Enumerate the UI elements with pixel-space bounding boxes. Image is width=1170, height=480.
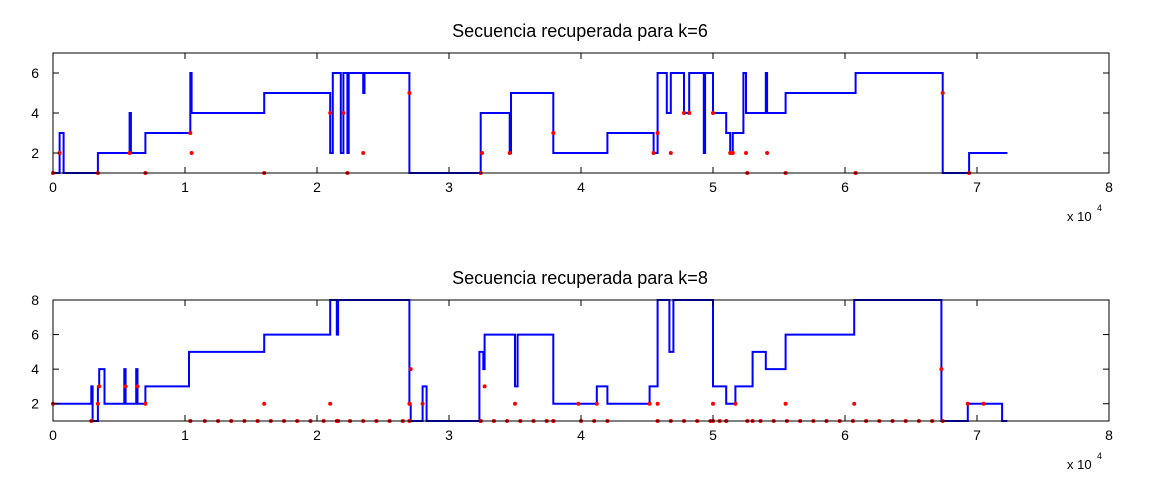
- data-point: [262, 401, 267, 406]
- data-point: [123, 384, 128, 389]
- x-tick-label: 5: [709, 427, 717, 443]
- y-tick-label: 4: [31, 361, 39, 377]
- x-tick-label: 7: [973, 179, 981, 195]
- data-point: [594, 401, 599, 406]
- y-tick-label: 4: [31, 105, 39, 121]
- x-tick-label: 3: [445, 427, 453, 443]
- series-line: [53, 299, 1008, 422]
- data-point: [965, 401, 970, 406]
- data-point: [551, 131, 556, 135]
- data-point: [513, 401, 517, 406]
- plot-title: Secuencia recuperada para k=8: [452, 268, 708, 288]
- tick-layer: 0 1 2 3 4 5 6 7 8 2 4 6: [31, 53, 1113, 195]
- data-point: [939, 367, 944, 372]
- data-point: [189, 151, 194, 155]
- series-line: [53, 72, 1008, 174]
- y-tick-label: 2: [31, 396, 39, 412]
- plot-title: Secuencia recuperada para k=6: [452, 21, 708, 41]
- plot-k8: Secuencia recuperada para k=8 0 1 2 3 4 5 6 7 8 2…: [31, 268, 1113, 472]
- data-point: [744, 151, 748, 155]
- x-tick-label: 0: [49, 427, 57, 443]
- x-tick-label: 5: [709, 179, 717, 195]
- data-point: [655, 401, 660, 406]
- data-point: [687, 111, 692, 115]
- data-point: [188, 131, 193, 135]
- data-layer: [51, 299, 1008, 423]
- data-point: [651, 151, 656, 155]
- x-multiplier: x 10: [1067, 209, 1092, 224]
- data-layer: [51, 72, 1008, 175]
- y-tick-label: 8: [31, 292, 39, 308]
- x-tick-label: 1: [181, 179, 189, 195]
- data-point: [127, 151, 132, 155]
- data-point: [480, 151, 484, 155]
- data-point: [576, 401, 581, 406]
- data-point: [407, 401, 412, 406]
- data-point: [733, 401, 738, 406]
- data-point: [341, 111, 346, 115]
- data-point: [507, 151, 512, 155]
- data-point: [711, 111, 715, 115]
- x-tick-label: 3: [445, 179, 453, 195]
- x-tick-label: 4: [577, 427, 585, 443]
- data-point: [361, 151, 366, 155]
- x-multiplier: x 10: [1067, 457, 1092, 472]
- data-point: [783, 401, 788, 406]
- plot-k6: Secuencia recuperada para k=6 0 1 2 3 4 5 6 7 8 2…: [31, 21, 1113, 224]
- data-point: [408, 367, 413, 372]
- data-point: [97, 384, 102, 389]
- data-point: [668, 151, 673, 155]
- data-point: [328, 401, 333, 406]
- data-point: [647, 401, 652, 406]
- data-point: [940, 91, 945, 95]
- x-tick-label: 4: [577, 179, 585, 195]
- data-point: [765, 151, 770, 155]
- data-point: [711, 401, 715, 406]
- x-multiplier-exponent: 4: [1097, 203, 1102, 213]
- y-tick-label: 6: [31, 327, 39, 343]
- data-point: [328, 111, 333, 115]
- y-tick-label: 2: [31, 145, 39, 161]
- x-tick-label: 8: [1105, 427, 1113, 443]
- data-point: [482, 384, 487, 389]
- y-tick-label: 6: [31, 65, 39, 81]
- data-point: [981, 401, 986, 406]
- data-point: [655, 131, 660, 135]
- x-tick-label: 7: [973, 427, 981, 443]
- data-point: [852, 401, 857, 406]
- data-point: [730, 151, 735, 155]
- x-tick-label: 8: [1105, 179, 1113, 195]
- data-point: [682, 111, 686, 115]
- x-tick-label: 2: [313, 427, 321, 443]
- x-tick-label: 1: [181, 427, 189, 443]
- x-tick-label: 6: [841, 179, 849, 195]
- data-point: [420, 401, 425, 406]
- data-point: [95, 401, 100, 406]
- x-multiplier-exponent: 4: [1097, 451, 1102, 461]
- x-tick-label: 6: [841, 427, 849, 443]
- data-point: [143, 401, 148, 406]
- x-tick-label: 0: [49, 179, 57, 195]
- tick-layer: 0 1 2 3 4 5 6 7 8 2 4 6 8: [31, 292, 1113, 443]
- x-tick-label: 2: [313, 179, 321, 195]
- data-point: [407, 91, 412, 95]
- data-point: [135, 384, 140, 389]
- data-point: [57, 151, 62, 155]
